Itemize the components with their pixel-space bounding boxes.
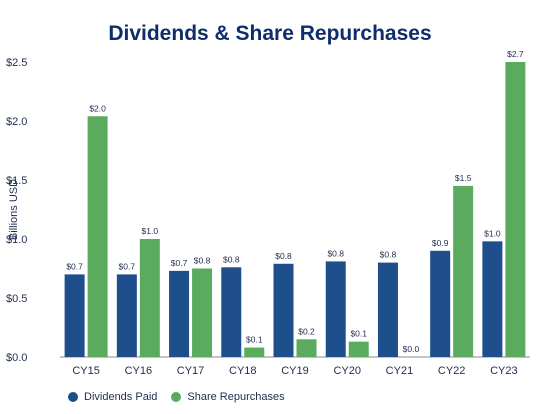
chart-title: Dividends & Share Repurchases	[108, 22, 432, 45]
y-tick-label: $0.0	[6, 352, 27, 364]
bar-repurchases-cy16	[139, 239, 160, 357]
bar-dividends-cy18	[221, 267, 242, 357]
y-tick-label: $2.5	[6, 57, 27, 69]
data-label: $0.8	[380, 250, 397, 260]
bar-dividends-cy21	[377, 262, 398, 357]
data-label: $0.8	[223, 254, 240, 264]
data-label: $2.7	[507, 49, 524, 59]
legend-label-repurchases: Share Repurchases	[187, 391, 285, 403]
legend: Dividends Paid Share Repurchases	[68, 391, 299, 403]
bar-dividends-cy23	[482, 241, 503, 357]
bar-repurchases-cy15	[87, 116, 108, 357]
y-tick-label: $1.0	[6, 234, 27, 246]
bar-repurchases-cy20	[348, 341, 369, 357]
bar-repurchases-cy17	[192, 268, 213, 357]
data-label: $0.7	[66, 261, 83, 271]
legend-item-repurchases: Share Repurchases	[171, 391, 285, 403]
bar-dividends-cy19	[273, 263, 294, 357]
x-tick-label: CY18	[229, 365, 257, 377]
data-label: $0.8	[327, 248, 344, 258]
data-label: $0.8	[275, 251, 292, 261]
y-tick-label: $0.5	[6, 293, 27, 305]
bar-repurchases-cy23	[505, 62, 526, 357]
data-label: $1.0	[484, 228, 501, 238]
data-label: $0.2	[298, 326, 315, 336]
legend-swatch-repurchases	[171, 392, 182, 402]
bar-repurchases-cy18	[244, 347, 265, 357]
x-tick-label: CY20	[333, 365, 361, 377]
y-tick-label: $2.0	[6, 116, 27, 128]
data-label: $1.0	[142, 226, 159, 236]
bar-dividends-cy22	[430, 250, 451, 357]
data-label: $2.0	[89, 103, 106, 113]
x-tick-label: CY21	[386, 365, 414, 377]
bar-dividends-cy16	[116, 274, 137, 357]
x-tick-label: CY16	[125, 365, 153, 377]
data-label: $0.8	[194, 256, 211, 266]
bar-dividends-cy20	[325, 261, 346, 357]
data-label: $0.0	[403, 344, 420, 354]
legend-swatch-dividends	[68, 392, 78, 402]
x-tick-label: CY15	[72, 365, 100, 377]
data-label: $0.1	[246, 335, 263, 345]
legend-item-dividends: Dividends Paid	[68, 391, 157, 403]
data-label: $1.5	[455, 173, 472, 183]
bar-dividends-cy15	[64, 274, 85, 357]
bar-repurchases-cy19	[296, 339, 317, 357]
x-tick-label: CY22	[438, 365, 466, 377]
x-tick-label: CY23	[490, 365, 518, 377]
x-tick-label: CY17	[177, 365, 205, 377]
x-tick-label: CY19	[281, 365, 309, 377]
data-label: $0.9	[432, 238, 449, 248]
data-label: $0.7	[171, 258, 188, 268]
y-tick-label: $1.5	[6, 175, 27, 187]
legend-label-dividends: Dividends Paid	[84, 391, 158, 403]
y-axis-label: Billions USD	[8, 179, 20, 240]
data-label: $0.1	[350, 329, 367, 339]
data-label: $0.7	[119, 261, 136, 271]
bar-dividends-cy17	[169, 270, 190, 357]
bar-repurchases-cy22	[453, 185, 474, 357]
